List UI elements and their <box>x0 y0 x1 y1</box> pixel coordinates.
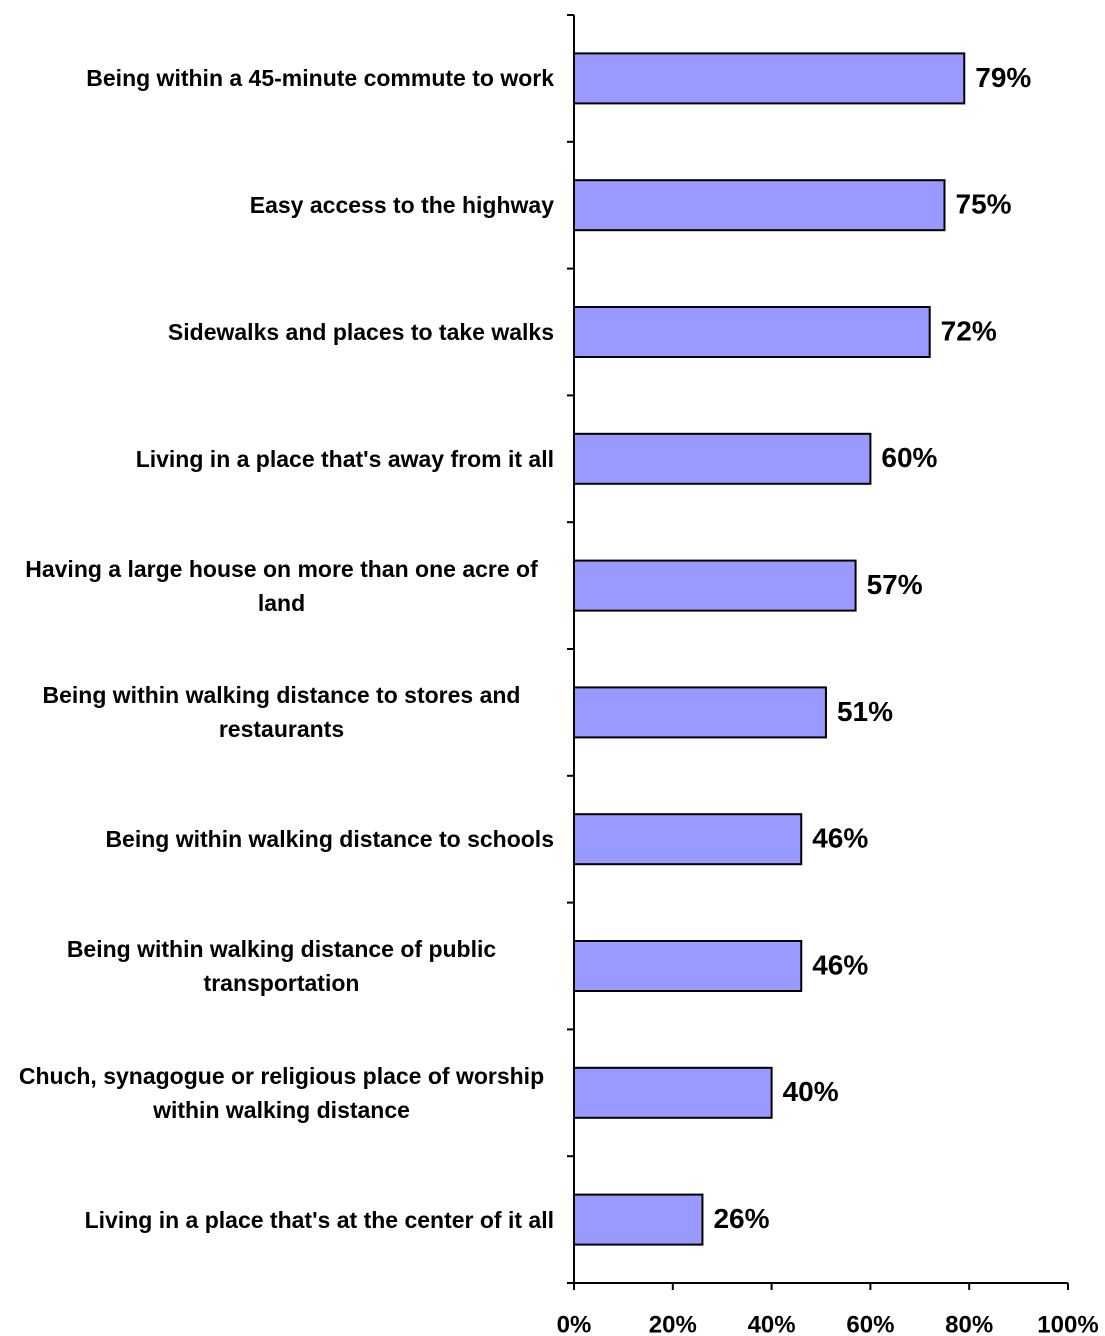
value-label: 26% <box>713 1203 769 1234</box>
category-label-box: Being within a 45-minute commute to work <box>9 38 554 118</box>
bar <box>573 940 803 992</box>
category-label-box: Chuch, synagogue or religious place of w… <box>9 1053 554 1133</box>
value-label: 60% <box>881 442 937 473</box>
x-tick-label: 100% <box>1037 1311 1098 1336</box>
category-label: Living in a place that's away from it al… <box>135 445 554 472</box>
category-label-box: Sidewalks and places to take walks <box>9 292 554 372</box>
bar <box>573 432 872 485</box>
value-label: 46% <box>812 823 868 854</box>
value-label: 46% <box>812 949 868 980</box>
value-label: 57% <box>867 569 923 600</box>
value-label: 40% <box>783 1076 839 1107</box>
x-tick-label: 0% <box>557 1311 592 1336</box>
category-label: Living in a place that's at the center o… <box>84 1206 554 1233</box>
bar <box>573 1066 773 1119</box>
bar <box>573 1193 704 1246</box>
x-tick-label: 80% <box>945 1311 993 1336</box>
x-tick-label: 40% <box>748 1311 796 1336</box>
category-label: Being within walking distance of public … <box>66 936 497 996</box>
x-tick-label: 60% <box>846 1311 894 1336</box>
category-label-box: Being within walking distance to schools <box>9 799 554 879</box>
x-tick-label: 20% <box>649 1311 697 1336</box>
value-label: 79% <box>975 62 1031 93</box>
bar <box>573 686 827 739</box>
value-label: 51% <box>837 696 893 727</box>
category-label-box: Having a large house on more than one ac… <box>9 546 554 626</box>
category-label: Having a large house on more than one ac… <box>25 555 538 616</box>
category-label-box: Easy access to the highway <box>9 165 554 245</box>
bar <box>573 813 803 866</box>
category-label-box: Living in a place that's at the center o… <box>9 1180 554 1260</box>
category-label: Easy access to the highway <box>249 192 554 219</box>
bar <box>573 52 966 105</box>
bar <box>573 306 931 358</box>
category-label: Being within walking distance to stores … <box>42 682 521 743</box>
category-label: Chuch, synagogue or religious place of w… <box>18 1062 545 1123</box>
category-label-box: Living in a place that's away from it al… <box>9 419 554 499</box>
value-label: 75% <box>956 189 1012 220</box>
category-label: Sidewalks and places to take walks <box>167 319 554 345</box>
category-label: Being within a 45-minute commute to work <box>86 65 554 92</box>
value-label: 72% <box>941 315 997 346</box>
bar <box>573 559 857 612</box>
category-label-box: Being within walking distance of public … <box>9 926 554 1006</box>
bar <box>573 179 946 232</box>
category-label-box: Being within walking distance to stores … <box>9 672 554 752</box>
category-label: Being within walking distance to schools <box>105 826 554 853</box>
